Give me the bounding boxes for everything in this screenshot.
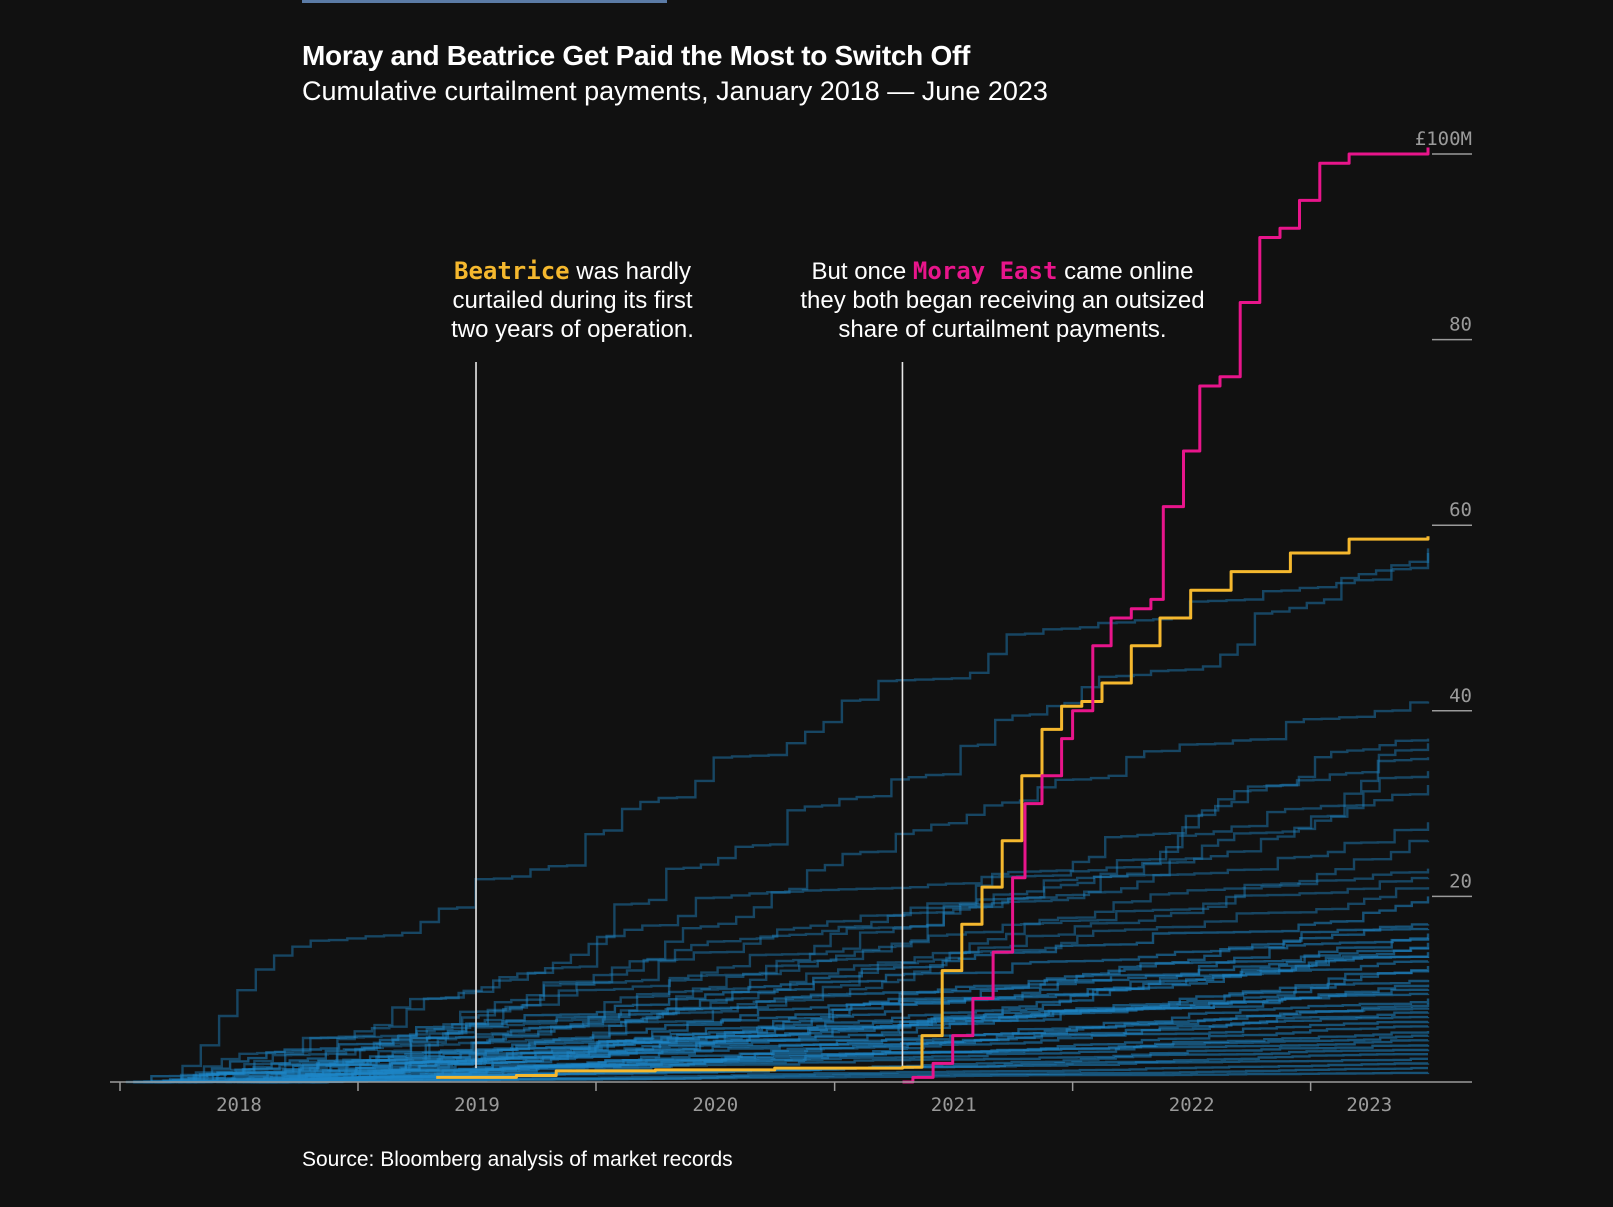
y-tick-label: 40 (1449, 685, 1472, 707)
background-series-line (178, 785, 1430, 1084)
x-tick-label: 2019 (454, 1094, 500, 1116)
x-tick-label: 2020 (692, 1094, 738, 1116)
annotation-lines (475, 362, 904, 1069)
annotation-beatrice-highlight: Beatrice (454, 257, 570, 285)
x-tick-label: 2018 (216, 1094, 262, 1116)
background-series-line (259, 822, 1430, 1084)
series-line-moray-east (902, 147, 1430, 1084)
annotation-beatrice-line1: was hardly (569, 258, 691, 285)
y-tick-label: £100M (1415, 128, 1472, 150)
annotation-moray-line1: came online (1057, 258, 1194, 285)
background-series-line (178, 992, 1430, 1084)
background-series-line (297, 771, 1430, 1084)
annotation-moray-line2: they both began receiving an outsized (800, 287, 1205, 314)
background-series-line (154, 1071, 1430, 1084)
chart-subtitle: Cumulative curtailment payments, January… (302, 76, 1048, 106)
annotation-beatrice-line2: curtailed during its first (452, 287, 693, 314)
axes-group: £100M 80 60 40 20 2018 2019 2020 2021 2022 2023 (110, 128, 1472, 1116)
background-series-line (282, 743, 1430, 1084)
background-series-group (125, 548, 1430, 1084)
background-series-line (133, 839, 1430, 1084)
annotation-moray: But once Moray East came online they both… (770, 257, 1235, 344)
series-line-beatrice (436, 536, 1430, 1079)
annotation-beatrice: Beatrice was hardly curtailed during its … (425, 257, 720, 344)
x-tick-label: 2021 (931, 1094, 977, 1116)
background-series-line (216, 553, 1430, 1084)
highlight-series-group (436, 147, 1430, 1084)
y-tick-label: 80 (1449, 314, 1472, 336)
source-note: Source: Bloomberg analysis of market rec… (302, 1148, 733, 1171)
annotation-moray-highlight: Moray East (912, 257, 1058, 285)
background-series-line (143, 1039, 1430, 1084)
x-tick-label: 2023 (1346, 1094, 1392, 1116)
y-tick-label: 60 (1449, 499, 1472, 521)
annotation-beatrice-line3: two years of operation. (451, 316, 694, 343)
background-series-line (258, 757, 1430, 1084)
background-series-line (145, 548, 1430, 1084)
annotation-moray-prefix: But once (811, 258, 913, 285)
y-tick-label: 20 (1449, 870, 1472, 892)
background-series-line (193, 942, 1430, 1084)
x-tick-label: 2022 (1169, 1094, 1215, 1116)
top-accent-bar (302, 0, 667, 3)
background-series-line (250, 1025, 1430, 1084)
chart-title: Moray and Beatrice Get Paid the Most to … (302, 40, 970, 71)
background-series-line (144, 868, 1430, 1084)
annotation-moray-line3: share of curtailment payments. (838, 316, 1167, 343)
background-series-line (298, 738, 1430, 1084)
background-series-line (295, 896, 1430, 1084)
